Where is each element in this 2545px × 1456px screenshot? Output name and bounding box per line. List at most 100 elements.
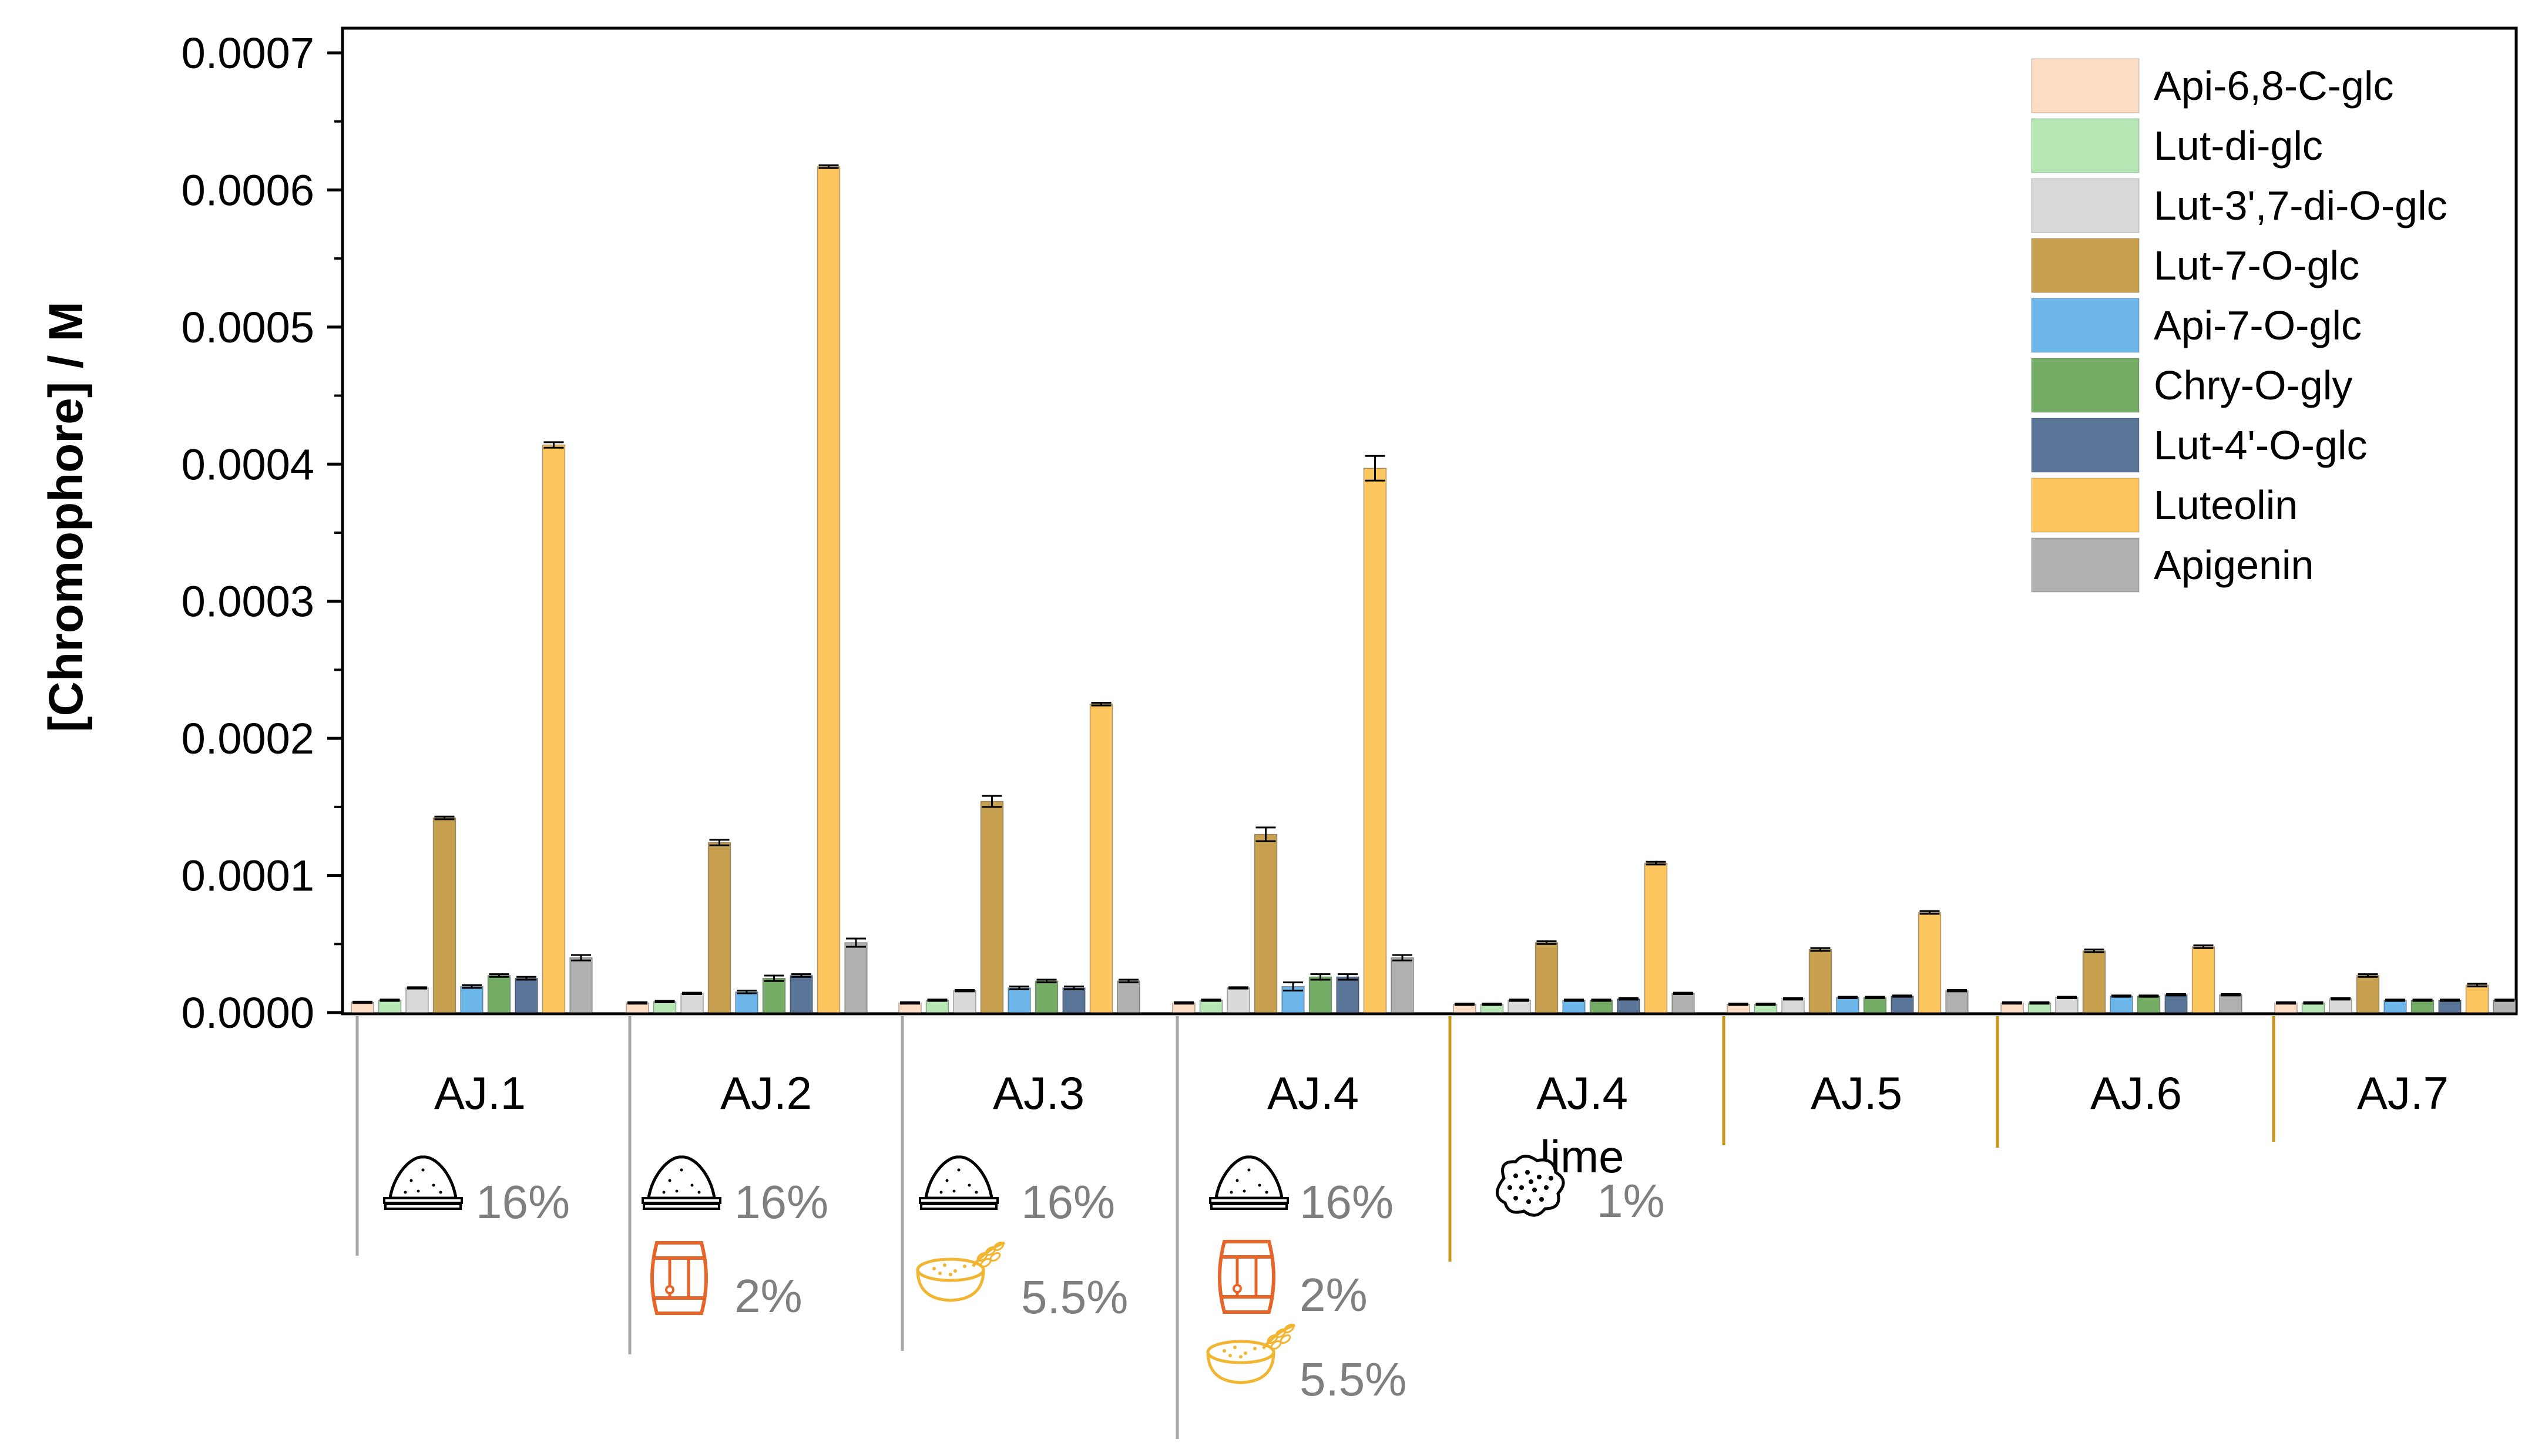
bar-lut-7-o-glc-aj-3 xyxy=(980,801,1004,1013)
legend-item-lut-di-glc: Lut-di-glc xyxy=(2031,118,2323,173)
legend-swatch xyxy=(2031,298,2140,353)
annotation-aj-4: 16% 2% 5.5% xyxy=(1206,1155,1406,1405)
bar-lut-7-o-glc-aj-6 xyxy=(2082,950,2106,1013)
bar-api-7-o-glc-aj-4-lime xyxy=(1562,1000,1586,1013)
bar-lut-7-o-glc-aj-5 xyxy=(1808,949,1832,1013)
bar-lut-7-o-glc-aj-7 xyxy=(2356,975,2380,1013)
y-axis-title: [Chromophore] / M xyxy=(39,301,93,732)
annotation-percentage: 1% xyxy=(1597,1175,1665,1227)
bar-api-7-o-glc-aj-2 xyxy=(735,991,758,1013)
legend-item-luteolin: Luteolin xyxy=(2031,478,2298,533)
legend-swatch xyxy=(2031,478,2140,533)
bar-lut-4-o-glc-aj-4 xyxy=(1336,976,1359,1013)
bar-chry-o-gly-aj-3 xyxy=(1035,980,1059,1013)
bar-apigenin-aj-1 xyxy=(569,957,593,1013)
x-category-label: AJ.6 xyxy=(2090,1067,2182,1119)
bar-lut-3-7-di-o-glc-aj-3 xyxy=(953,990,976,1013)
legend-item-api-7-o-glc: Api-7-O-glc xyxy=(2031,298,2362,353)
y-tick-label: 0.0006 xyxy=(182,166,314,214)
bar-apigenin-aj-2 xyxy=(844,942,868,1013)
bar-api-7-o-glc-aj-6 xyxy=(2110,996,2133,1013)
bar-lut-7-o-glc-aj-4 xyxy=(1254,833,1278,1013)
legend-swatch xyxy=(2031,358,2140,413)
bar-lut-3-7-di-o-glc-aj-4-lime xyxy=(1507,1000,1531,1013)
bar-lut-3-7-di-o-glc-aj-5 xyxy=(1781,998,1805,1013)
bar-apigenin-aj-3 xyxy=(1117,980,1140,1013)
x-category-label: AJ.1 xyxy=(434,1067,526,1119)
bar-lut-di-glc-aj-3 xyxy=(925,1000,949,1013)
y-tick-label: 0.0007 xyxy=(182,29,314,78)
annotation-percentage: 2% xyxy=(734,1270,803,1322)
bar-lut-di-glc-aj-1 xyxy=(378,1000,402,1013)
legend-label: Chry-O-gly xyxy=(2154,362,2352,408)
salt-pile-icon xyxy=(383,1155,463,1210)
annotation-percentage: 5.5% xyxy=(1021,1271,1128,1323)
bar-apigenin-aj-6 xyxy=(2219,994,2242,1013)
bar-apigenin-aj-4-lime xyxy=(1671,993,1695,1013)
legend-swatch xyxy=(2031,418,2140,473)
legend-swatch xyxy=(2031,178,2140,233)
bar-chry-o-gly-aj-4 xyxy=(1308,976,1332,1013)
bar-chry-o-gly-aj-5 xyxy=(1863,997,1887,1013)
legend-item-chry-o-gly: Chry-O-gly xyxy=(2031,358,2352,413)
y-tick-label: 0.0002 xyxy=(182,714,314,763)
bar-chry-o-gly-aj-6 xyxy=(2137,996,2161,1013)
x-category-label: AJ.7 xyxy=(2357,1067,2449,1119)
y-tick-label: 0.0003 xyxy=(182,577,314,626)
bar-lut-3-7-di-o-glc-aj-2 xyxy=(680,993,704,1013)
annotation-aj-1: 16% xyxy=(383,1155,570,1228)
bar-luteolin-aj-4 xyxy=(1363,468,1387,1013)
bar-lut-7-o-glc-aj-2 xyxy=(707,842,731,1013)
bar-lut-3-7-di-o-glc-aj-4 xyxy=(1227,987,1250,1013)
annotation-percentage: 16% xyxy=(476,1176,570,1228)
salt-pile-icon xyxy=(642,1155,721,1210)
grain-bowl-icon xyxy=(1206,1323,1295,1384)
annotation-percentage: 16% xyxy=(734,1176,828,1228)
bar-api-7-o-glc-aj-1 xyxy=(460,986,484,1013)
legend-swatch xyxy=(2031,238,2140,293)
bar-lut-7-o-glc-aj-1 xyxy=(432,817,456,1013)
legend-label: Lut-3',7-di-O-glc xyxy=(2154,183,2447,228)
bar-luteolin-aj-2 xyxy=(817,166,841,1013)
bar-lut-di-glc-aj-2 xyxy=(653,1001,677,1013)
y-tick-label: 0.0001 xyxy=(182,852,314,900)
bar-lut-4-o-glc-aj-3 xyxy=(1062,987,1086,1013)
plot-area xyxy=(341,26,2518,1015)
bar-luteolin-aj-6 xyxy=(2191,946,2215,1013)
group-annotations: 16% 16% 2% 16% 5.5% 16% 2% 5.5% 1% xyxy=(383,1155,1665,1405)
bar-lut-4-o-glc-aj-2 xyxy=(790,975,813,1013)
legend-item-lut-4-o-glc: Lut-4'-O-glc xyxy=(2031,418,2367,473)
bar-lut-3-7-di-o-glc-aj-7 xyxy=(2329,998,2352,1013)
bar-chry-o-gly-aj-1 xyxy=(487,975,511,1013)
salt-pile-icon xyxy=(919,1155,999,1210)
y-tick-label: 0.0005 xyxy=(182,303,314,352)
bar-lut-7-o-glc-aj-4-lime xyxy=(1535,942,1559,1013)
bar-lut-di-glc-aj-4 xyxy=(1199,1000,1223,1013)
barrel-icon xyxy=(1218,1240,1275,1314)
barrel-icon xyxy=(650,1241,708,1315)
bar-luteolin-aj-3 xyxy=(1089,704,1113,1013)
legend-swatch xyxy=(2031,118,2140,173)
annotation-aj-3: 16% 5.5% xyxy=(916,1155,1128,1323)
bar-chry-o-gly-aj-2 xyxy=(762,977,786,1013)
bar-lut-4-o-glc-aj-6 xyxy=(2164,994,2188,1013)
y-axis: 0.0000 0.0001 0.0002 0.0003 0.0004 0.0005 0.00… xyxy=(182,29,343,1037)
grain-bowl-icon xyxy=(916,1241,1005,1302)
legend-item-lut-7-o-glc: Lut-7-O-glc xyxy=(2031,238,2359,293)
error-bars xyxy=(352,164,2514,1006)
legend-item-apigenin: Apigenin xyxy=(2031,537,2314,593)
bar-api-7-o-glc-aj-7 xyxy=(2383,1000,2407,1013)
bar-api-7-o-glc-aj-3 xyxy=(1008,987,1031,1013)
x-category-label: AJ.3 xyxy=(993,1067,1085,1119)
bar-luteolin-aj-4-lime xyxy=(1644,862,1668,1013)
x-category-label: AJ.4 xyxy=(1536,1067,1628,1119)
bar-apigenin-aj-4 xyxy=(1391,957,1414,1013)
annotation-aj-4-lime: 1% xyxy=(1496,1155,1665,1227)
legend-label: Api-7-O-glc xyxy=(2154,302,2362,348)
bar-luteolin-aj-7 xyxy=(2465,984,2489,1013)
bar-lut-3-7-di-o-glc-aj-1 xyxy=(405,987,429,1013)
bar-lut-4-o-glc-aj-5 xyxy=(1891,996,1914,1013)
salt-pile-icon xyxy=(1209,1155,1289,1210)
